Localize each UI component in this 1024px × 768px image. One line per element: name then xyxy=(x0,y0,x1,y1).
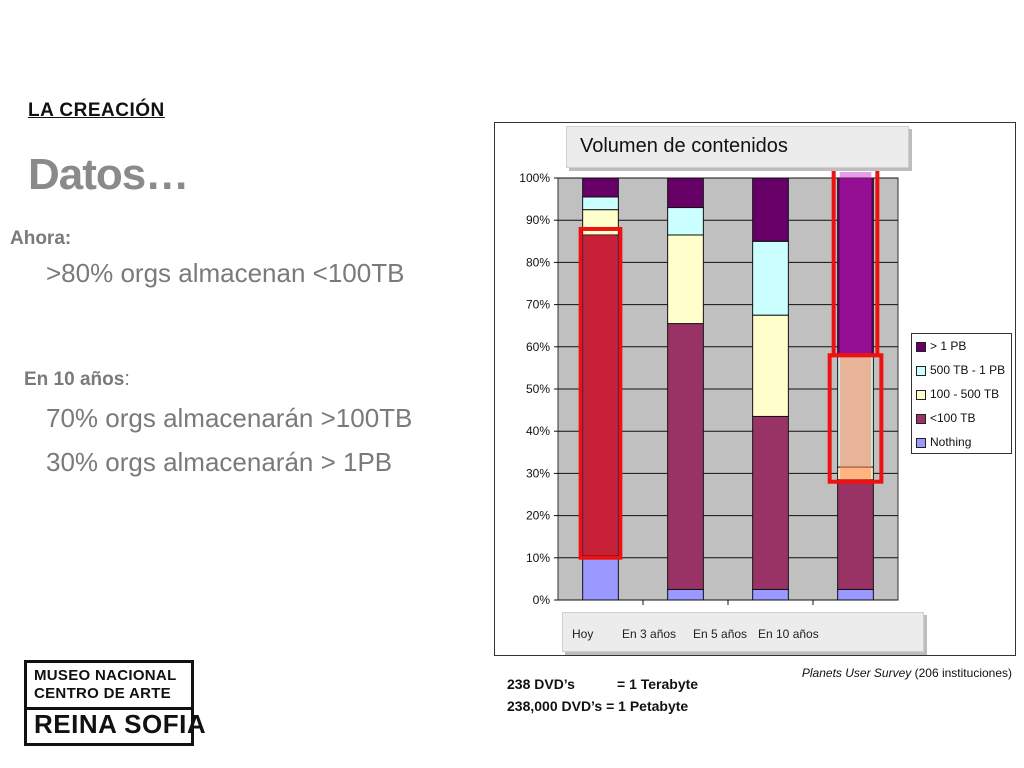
chart-legend: > 1 PB 500 TB - 1 PB 100 - 500 TB <100 T… xyxy=(911,333,1012,454)
y-tick-label: 90% xyxy=(526,213,550,227)
future-heading: En 10 años xyxy=(24,369,125,390)
legend-label: <100 TB xyxy=(930,411,976,425)
dvd-line-2: 238,000 DVD’s = 1 Petabyte xyxy=(507,698,689,714)
y-tick-label: 60% xyxy=(526,340,550,354)
legend-item-100-500tb: 100 - 500 TB xyxy=(916,387,999,401)
y-tick-label: 40% xyxy=(526,424,550,438)
bar-segment xyxy=(752,314,789,417)
logo-line-3: REINA SOFIA xyxy=(34,709,207,739)
y-tick-label: 70% xyxy=(526,298,550,312)
y-tick-label: 0% xyxy=(533,593,551,607)
dvd-line-1-left: 238 DVD’s xyxy=(507,676,575,692)
bar-segment xyxy=(752,415,789,590)
chart-title-box xyxy=(566,126,909,168)
bar-segment xyxy=(667,234,704,325)
bar-segment xyxy=(752,588,789,601)
bar-segment xyxy=(582,196,619,211)
logo-top-block: MUSEO NACIONAL CENTRO DE ARTE xyxy=(27,663,191,710)
y-tick-label: 30% xyxy=(526,466,550,480)
category-label-3-anos: En 3 años xyxy=(622,627,677,641)
bar-segment xyxy=(667,588,704,601)
logo-line-1: MUSEO NACIONAL xyxy=(34,667,177,684)
museum-logo: MUSEO NACIONAL CENTRO DE ARTE REINA SOFI… xyxy=(24,660,206,746)
legend-swatch xyxy=(916,413,926,424)
highlight-fill-top-10-anos xyxy=(839,172,872,356)
legend-swatch xyxy=(916,341,926,352)
y-tick-label: 10% xyxy=(526,551,550,565)
future-line-2: 30% orgs almacenarán > 1PB xyxy=(46,447,393,477)
bar-segment xyxy=(582,555,619,601)
y-tick-label: 80% xyxy=(526,255,550,269)
bar-segment xyxy=(582,177,619,198)
legend-item-nothing: Nothing xyxy=(916,435,971,449)
legend-label: 100 - 500 TB xyxy=(930,387,1000,401)
highlight-fill-hoy xyxy=(584,234,617,556)
future-heading-row: En 10 años: xyxy=(24,368,130,391)
section-label: LA CREACIÓN xyxy=(28,100,165,121)
source-italic: Planets User Survey xyxy=(801,666,912,680)
category-label-box xyxy=(562,612,924,652)
legend-swatch xyxy=(916,389,926,400)
bar-segment xyxy=(837,177,874,356)
source-caption: Planets User Survey (206 instituciones) xyxy=(770,666,1012,680)
bar-segment xyxy=(752,240,789,316)
chart-title: Volumen de contenidos xyxy=(580,135,788,157)
future-line-1: 70% orgs almacenarán >100TB xyxy=(46,403,413,433)
highlight-fill-mid-10-anos xyxy=(839,355,872,480)
bar-segment xyxy=(582,209,619,236)
y-tick-label: 100% xyxy=(519,171,550,185)
now-line: >80% orgs almacenan <100TB xyxy=(46,258,405,288)
legend-item-gt-1pb: > 1 PB xyxy=(916,339,966,353)
bar-segment xyxy=(667,323,704,590)
category-label-hoy: Hoy xyxy=(572,627,594,641)
highlight-box-hoy xyxy=(578,226,623,560)
legend-item-lt-100tb: <100 TB xyxy=(916,411,975,425)
dvd-line-1-right: = 1 Terabyte xyxy=(617,676,699,692)
bar-segment xyxy=(667,207,704,236)
category-label-10-anos: En 10 años xyxy=(758,627,819,641)
legend-label: 500 TB - 1 PB xyxy=(930,363,1006,377)
legend-item-500tb-1pb: 500 TB - 1 PB xyxy=(916,363,1005,377)
bar-segment xyxy=(667,177,704,209)
bar-segment xyxy=(837,479,874,590)
legend-label: Nothing xyxy=(930,435,972,449)
y-tick-label: 20% xyxy=(526,509,550,523)
bar-segment xyxy=(837,588,874,601)
now-heading: Ahora: xyxy=(10,228,72,249)
category-label-5-anos: En 5 años xyxy=(693,627,748,641)
y-tick-label: 50% xyxy=(526,382,550,396)
legend-swatch xyxy=(916,437,926,448)
legend-swatch xyxy=(916,365,926,376)
future-colon: : xyxy=(124,368,130,390)
page-title: Datos… xyxy=(28,150,189,199)
bar-segment xyxy=(752,177,789,242)
legend-label: > 1 PB xyxy=(930,339,967,353)
logo-line-2: CENTRO DE ARTE xyxy=(34,685,171,702)
source-rest: (206 instituciones) xyxy=(911,666,1012,680)
